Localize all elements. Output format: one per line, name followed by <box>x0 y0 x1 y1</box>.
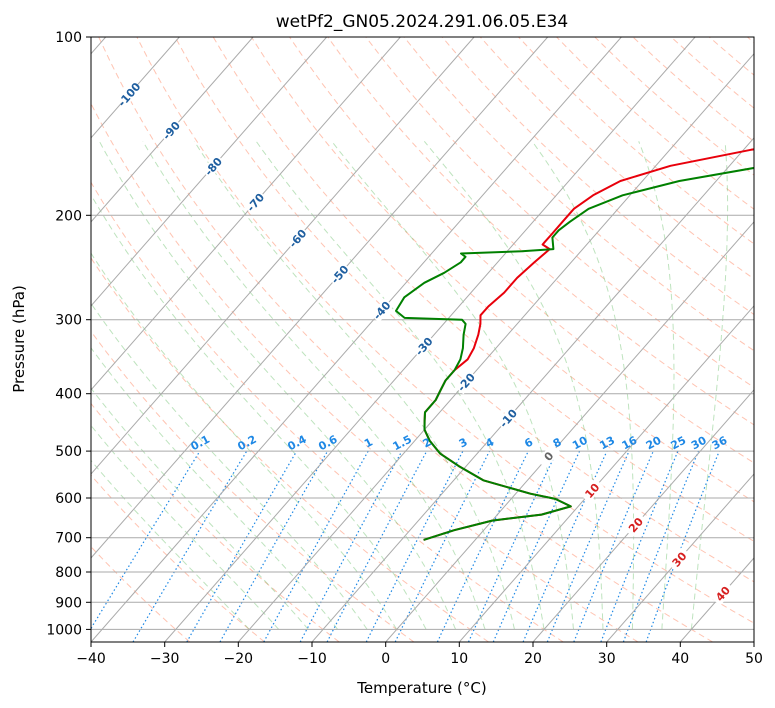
moist-adiabat <box>531 141 635 630</box>
dry-adiabat <box>98 37 713 642</box>
moist-adiabat <box>255 141 545 630</box>
mixing-ratio-line <box>91 450 201 630</box>
dry-adiabat <box>91 474 265 642</box>
x-tick-label: −40 <box>76 651 106 667</box>
mixing-ratio-label: 25 <box>669 434 689 453</box>
isotherm-gridline <box>91 37 328 307</box>
moist-adiabat <box>142 141 486 630</box>
x-tick-label: 20 <box>524 651 542 667</box>
dry-adiabat <box>91 546 191 642</box>
isotherm-label-bg <box>285 226 310 251</box>
isotherm-label-bg <box>667 547 691 572</box>
mixing-ratio-label: 30 <box>689 434 709 453</box>
y-tick-label: 500 <box>55 444 82 460</box>
dry-adiabat <box>289 37 754 464</box>
isotherm-gridline <box>91 37 401 391</box>
isotherm-gridline <box>91 37 475 475</box>
x-tick-label: 30 <box>598 651 616 667</box>
isotherm-label-bg <box>327 262 352 287</box>
isotherm-label-bg <box>159 118 183 143</box>
moist-adiabat <box>98 141 457 630</box>
moist-adiabat <box>91 424 280 630</box>
x-tick-label: −30 <box>150 651 180 667</box>
x-tick-label: 40 <box>671 651 689 667</box>
isotherm-label-bg <box>711 581 735 606</box>
moist-adiabat <box>91 347 339 630</box>
isotherm-gridline <box>532 389 754 642</box>
dry-adiabat <box>327 37 754 426</box>
isotherm-label-bg <box>623 512 648 538</box>
moist-adiabat <box>91 252 398 630</box>
isotherm-gridline <box>606 473 754 642</box>
x-axis-title: Temperature (°C) <box>356 679 486 697</box>
y-tick-label: 700 <box>55 531 82 547</box>
chart-title: wetPf2_GN05.2024.291.06.05.E34 <box>276 12 568 32</box>
isotherm-label-bg <box>117 82 141 107</box>
dewpoint-profile-line <box>395 166 754 541</box>
isotherm-label-bg <box>201 154 226 179</box>
mixing-ratio-line <box>645 450 720 642</box>
isotherm-label-bg <box>536 443 561 469</box>
isotherm-gridline <box>237 53 754 642</box>
x-tick-label: −10 <box>297 651 327 667</box>
y-tick-label: 200 <box>55 208 82 224</box>
mixing-ratio-label: 36 <box>710 434 730 453</box>
dry-adiabat <box>91 257 489 642</box>
mixing-ratio-line <box>622 450 700 642</box>
y-axis-title: Pressure (hPa) <box>10 285 28 393</box>
mixing-ratio-label: 16 <box>620 434 640 453</box>
y-tick-label: 800 <box>55 565 82 581</box>
mixing-ratio-line <box>573 450 654 642</box>
mixing-ratio-line <box>546 450 630 642</box>
isotherm-label-bg <box>454 369 478 395</box>
y-tick-label: 300 <box>55 313 82 329</box>
isotherm-gridline <box>385 221 754 642</box>
dry-adiabat <box>174 37 754 583</box>
isotherm-gridline <box>91 37 622 642</box>
mixing-ratio-line <box>299 450 403 642</box>
moist-adiabat <box>91 193 427 630</box>
mixing-ratio-line <box>263 450 369 642</box>
x-tick-label: 50 <box>745 651 763 667</box>
isotherm-gridline <box>311 137 754 642</box>
y-tick-label: 600 <box>55 491 82 507</box>
y-tick-label: 1000 <box>46 622 82 638</box>
dry-adiabat <box>91 181 564 642</box>
y-tick-label: 900 <box>55 595 82 611</box>
dry-adiabat <box>91 402 340 642</box>
isotherm-label-bg <box>412 334 436 359</box>
moist-adiabat <box>91 459 250 630</box>
isotherm-label-bg <box>243 190 268 215</box>
x-tick-label: 10 <box>450 651 468 667</box>
moist-adiabat <box>690 141 729 630</box>
moist-adiabat <box>331 140 574 630</box>
moist-adiabat <box>638 141 675 630</box>
plot-frame <box>90 36 755 643</box>
x-tick-label: −20 <box>224 651 254 667</box>
y-tick-label: 400 <box>55 387 82 403</box>
isotherm-label-bg <box>370 298 394 323</box>
dry-adiabat <box>250 37 754 503</box>
mixing-ratio-line <box>394 450 491 642</box>
isotherm-label-bg <box>580 478 604 503</box>
isotherm-label-bg <box>496 405 520 431</box>
mixing-ratio-line <box>600 450 679 642</box>
mixing-ratio-label: 13 <box>597 434 617 453</box>
x-tick-label: 0 <box>381 651 390 667</box>
isotherm-gridline <box>91 37 549 559</box>
mixing-ratio-line <box>365 450 464 642</box>
mixing-ratio-label: 10 <box>570 434 590 453</box>
moist-adiabat <box>91 387 309 630</box>
mixing-ratio-line <box>219 450 329 642</box>
isotherm-gridline <box>458 305 754 642</box>
mixing-ratio-label: 20 <box>644 434 664 453</box>
y-tick-label: 100 <box>55 30 82 46</box>
dry-adiabat <box>91 102 639 642</box>
